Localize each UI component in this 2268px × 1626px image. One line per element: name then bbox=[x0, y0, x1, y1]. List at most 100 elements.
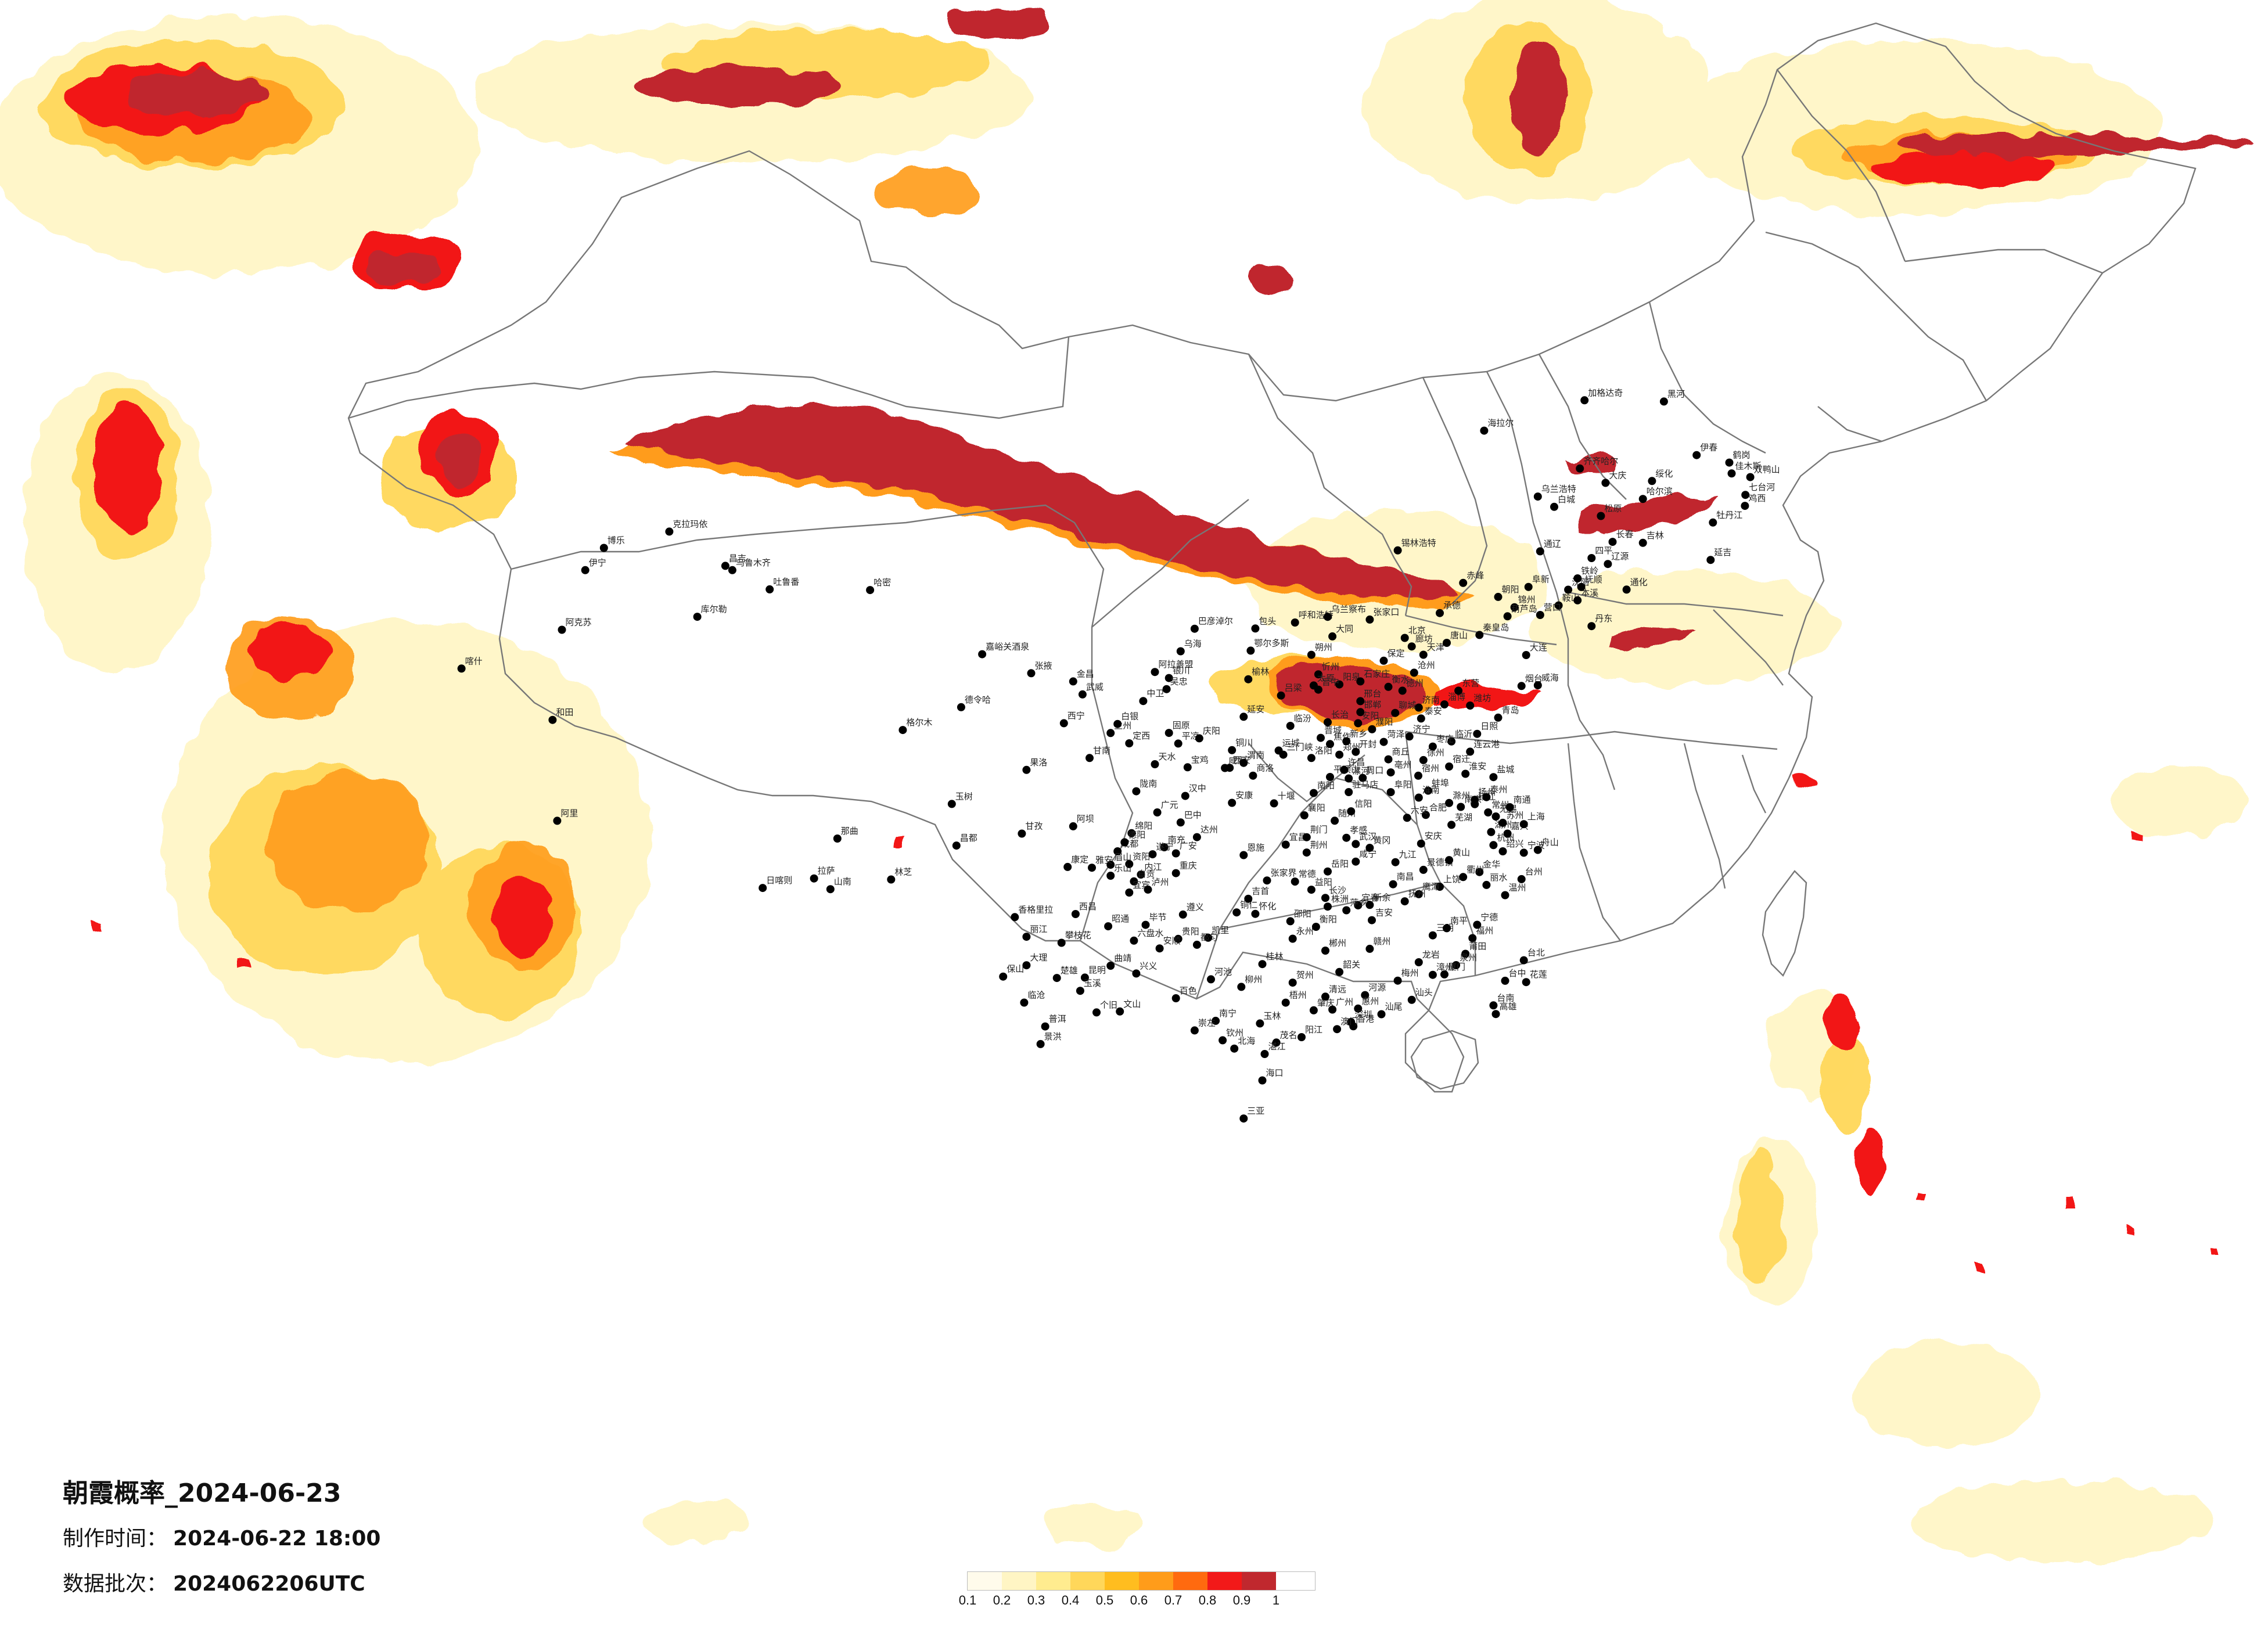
city-dot bbox=[1410, 668, 1418, 677]
city-dot bbox=[1176, 647, 1185, 656]
city-label: 凯里 bbox=[1212, 925, 1229, 936]
city-label: 南充 bbox=[1168, 834, 1185, 845]
city-label: 商丘 bbox=[1392, 747, 1410, 757]
city-dot bbox=[1106, 872, 1115, 880]
city-label: 锡林浩特 bbox=[1401, 538, 1436, 548]
city-label: 聊城 bbox=[1399, 700, 1416, 711]
city-dot bbox=[1604, 560, 1612, 569]
city-label: 清远 bbox=[1329, 984, 1346, 994]
city-dot bbox=[1260, 1050, 1269, 1058]
city-dot bbox=[1368, 916, 1376, 924]
city-label: 阿克苏 bbox=[566, 617, 592, 628]
city-dot bbox=[1176, 818, 1185, 827]
city-label: 昭通 bbox=[1112, 913, 1129, 924]
city-label: 玉林 bbox=[1263, 1010, 1281, 1021]
city-dot bbox=[1219, 1036, 1227, 1045]
legend-swatch-1 bbox=[968, 1572, 1002, 1590]
city-dot bbox=[1389, 880, 1397, 888]
city-dot bbox=[1447, 737, 1456, 746]
city-dot bbox=[1403, 814, 1411, 822]
city-dot bbox=[1052, 974, 1061, 983]
city-label: 松原 bbox=[1604, 503, 1622, 514]
city-dot bbox=[1503, 829, 1512, 838]
city-dot bbox=[1580, 396, 1589, 405]
city-dot bbox=[1020, 998, 1029, 1007]
city-label: 济宁 bbox=[1413, 724, 1430, 734]
city-dot bbox=[1164, 674, 1173, 682]
city-dot bbox=[1333, 1025, 1342, 1034]
city-label: 天津 bbox=[1427, 642, 1444, 653]
city-dot bbox=[1027, 669, 1036, 678]
city-label: 福州 bbox=[1476, 926, 1493, 936]
city-label: 西昌 bbox=[1079, 901, 1097, 912]
city-dot bbox=[728, 566, 736, 574]
city-dot bbox=[1125, 888, 1134, 897]
city-dot bbox=[1419, 865, 1428, 874]
city-label: 鹤岗 bbox=[1733, 450, 1751, 461]
city-label: 营口 bbox=[1544, 602, 1561, 613]
city-dot bbox=[1461, 949, 1470, 958]
city-dot bbox=[1498, 818, 1507, 827]
city-dot bbox=[1324, 902, 1332, 911]
city-dot bbox=[1482, 793, 1491, 801]
city-dot bbox=[1321, 894, 1329, 902]
city-dot bbox=[693, 613, 702, 621]
city-dot bbox=[1386, 768, 1395, 777]
city-dot bbox=[1307, 650, 1315, 659]
city-dot bbox=[999, 972, 1008, 981]
city-dot bbox=[1384, 682, 1393, 691]
city-dot bbox=[1510, 603, 1519, 611]
city-label: 甘孜 bbox=[1025, 821, 1043, 832]
city-label: 莆田 bbox=[1469, 941, 1486, 952]
city-label: 香格里拉 bbox=[1018, 904, 1053, 915]
city-label: 九江 bbox=[1399, 850, 1417, 860]
city-dot bbox=[1505, 803, 1514, 811]
city-dot bbox=[1706, 556, 1715, 564]
city-dot bbox=[1468, 934, 1477, 942]
city-label: 襄阳 bbox=[1308, 803, 1325, 813]
city-label: 湛江 bbox=[1268, 1041, 1286, 1052]
city-dot bbox=[1443, 639, 1451, 647]
city-dot bbox=[1741, 502, 1749, 510]
city-dot bbox=[1709, 518, 1717, 527]
city-label: 廊坊 bbox=[1415, 634, 1433, 644]
city-dot bbox=[1440, 700, 1448, 708]
city-label: 宜春 bbox=[1361, 893, 1379, 903]
legend-swatch-7 bbox=[1173, 1572, 1207, 1590]
city-dot bbox=[1212, 1016, 1220, 1025]
city-dot bbox=[1414, 771, 1422, 780]
city-label: 延安 bbox=[1247, 704, 1264, 714]
city-label: 保山 bbox=[1007, 964, 1024, 974]
city-dot bbox=[1069, 677, 1077, 686]
city-dot bbox=[1309, 789, 1318, 797]
city-label: 石家庄 bbox=[1364, 668, 1390, 679]
city-dot bbox=[1473, 729, 1482, 738]
city-dot bbox=[1517, 682, 1526, 690]
city-label: 亳州 bbox=[1394, 760, 1412, 770]
city-dot bbox=[1648, 477, 1656, 485]
city-dot bbox=[1155, 944, 1164, 953]
city-dot bbox=[1018, 829, 1026, 838]
city-label: 通化 bbox=[1630, 577, 1648, 587]
city-label: 平凉 bbox=[1182, 731, 1199, 741]
city-dot bbox=[1171, 849, 1180, 858]
city-dot bbox=[1519, 848, 1528, 857]
legend-tick: 0.5 bbox=[1095, 1593, 1114, 1607]
city-dot bbox=[1443, 924, 1451, 933]
city-label: 安康 bbox=[1235, 790, 1253, 801]
city-dot bbox=[1321, 947, 1329, 955]
city-dot bbox=[1554, 601, 1563, 610]
city-label: 阜新 bbox=[1532, 574, 1550, 585]
city-dot bbox=[1335, 967, 1344, 976]
city-dot bbox=[1417, 839, 1425, 848]
city-dot bbox=[1106, 962, 1115, 970]
city-dot bbox=[1384, 755, 1393, 764]
city-dot bbox=[1445, 856, 1454, 865]
city-dot bbox=[1328, 632, 1337, 641]
city-dot bbox=[1522, 651, 1530, 659]
legend-tick: 0.6 bbox=[1130, 1593, 1148, 1607]
city-dot bbox=[1454, 686, 1463, 695]
legend-swatch-6 bbox=[1139, 1572, 1173, 1590]
city-dot bbox=[1272, 1038, 1281, 1047]
city-dot bbox=[1207, 975, 1215, 984]
